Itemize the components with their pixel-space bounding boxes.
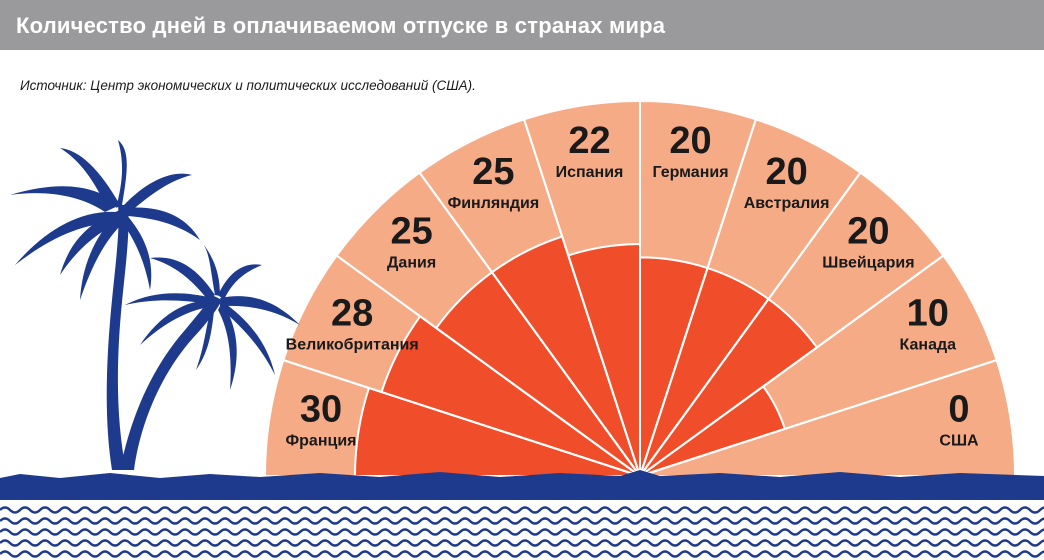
ray-divider bbox=[283, 359, 641, 477]
ray-divider bbox=[523, 119, 641, 477]
value-label: 25 bbox=[472, 151, 514, 193]
ray-divider bbox=[336, 254, 641, 477]
value-label: 10 bbox=[907, 292, 949, 334]
chart-labels: 30 Франция 28 Великобритания 25 Дания 25 Финлян… bbox=[286, 120, 980, 450]
value-label: 20 bbox=[765, 151, 807, 193]
category-label: Испания bbox=[556, 164, 624, 181]
wave-line bbox=[0, 517, 1044, 525]
sea-illustration bbox=[0, 470, 1044, 558]
source-note: Источник: Центр экономических и политиче… bbox=[20, 78, 476, 93]
category-label: Канада bbox=[900, 336, 957, 353]
category-label: Великобритания bbox=[286, 336, 419, 353]
category-label: Германия bbox=[652, 164, 728, 181]
value-label: 25 bbox=[390, 211, 432, 253]
page-title: Количество дней в оплачиваемом отпуске в… bbox=[16, 13, 666, 38]
ray-divider bbox=[418, 172, 641, 477]
title-bar: Количество дней в оплачиваемом отпуске в… bbox=[0, 0, 1044, 50]
category-label: Дания bbox=[387, 255, 436, 272]
ray-divider bbox=[639, 254, 944, 477]
chart-rays bbox=[263, 99, 1017, 477]
category-label: Финляндия bbox=[448, 195, 540, 212]
category-label: Швейцария bbox=[822, 255, 914, 272]
wave-line bbox=[0, 539, 1044, 547]
category-label: Австралия bbox=[744, 195, 830, 212]
value-label: 20 bbox=[847, 211, 889, 253]
category-label: США bbox=[939, 433, 979, 450]
palm-trees-illustration bbox=[10, 140, 300, 470]
ray-divider bbox=[639, 119, 757, 477]
value-label: 0 bbox=[948, 389, 969, 431]
value-label: 30 bbox=[300, 389, 342, 431]
value-label: 22 bbox=[568, 120, 610, 162]
value-label: 20 bbox=[669, 120, 711, 162]
wave-line bbox=[0, 550, 1044, 558]
wave-line bbox=[0, 528, 1044, 536]
wave-line bbox=[0, 506, 1044, 514]
ray-divider bbox=[639, 359, 997, 477]
ray-divider bbox=[639, 172, 862, 477]
value-label: 28 bbox=[331, 292, 373, 334]
category-label: Франция bbox=[286, 433, 357, 450]
